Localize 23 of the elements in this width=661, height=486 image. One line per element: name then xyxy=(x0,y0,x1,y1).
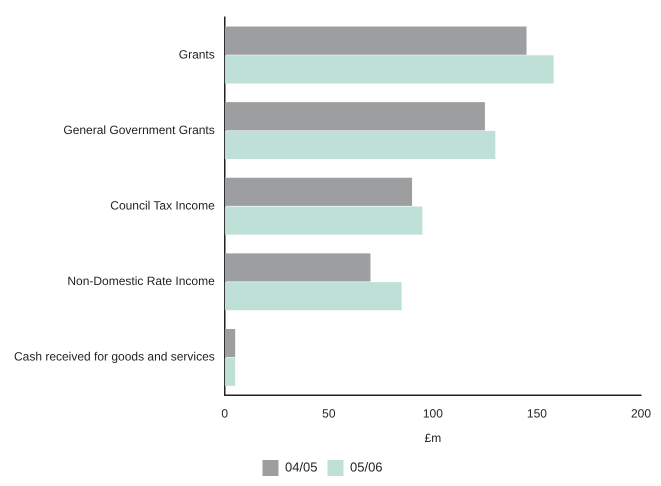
bar xyxy=(224,282,402,310)
y-tick-label: General Government Grants xyxy=(63,122,215,137)
x-tick-label: 150 xyxy=(526,406,548,421)
legend-label: 04/05 xyxy=(284,460,318,475)
bar xyxy=(224,328,236,358)
x-tick-label: 200 xyxy=(630,406,652,421)
y-tick-label: Non-Domestic Rate Income xyxy=(67,274,216,288)
y-tick-label: Grants xyxy=(178,47,215,62)
bar xyxy=(224,55,554,84)
legend-label: 05/06 xyxy=(350,460,383,475)
x-tick-label: 50 xyxy=(322,406,336,421)
bar xyxy=(224,26,527,55)
bar xyxy=(224,130,496,160)
bar xyxy=(224,206,422,235)
bar xyxy=(224,178,412,206)
x-tick-label: 100 xyxy=(422,406,444,421)
bar xyxy=(224,358,236,386)
bar xyxy=(224,253,370,282)
y-tick-label: Council Tax Income xyxy=(110,198,216,213)
bar xyxy=(224,102,485,130)
x-axis-title: £m xyxy=(424,431,442,446)
y-tick-label: Cash received for goods and services xyxy=(14,350,215,364)
x-tick-label: 0 xyxy=(221,406,228,421)
